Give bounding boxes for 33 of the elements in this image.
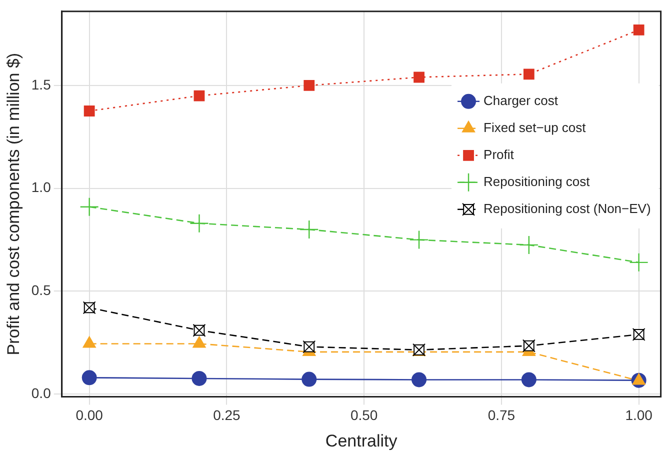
point bbox=[192, 370, 207, 386]
x-axis-title: Centrality bbox=[325, 431, 398, 450]
point bbox=[409, 230, 429, 250]
point bbox=[412, 372, 427, 388]
legend-label: Charger cost bbox=[484, 92, 558, 108]
y-tick-label: 1.5 bbox=[31, 76, 52, 92]
point bbox=[633, 24, 644, 36]
x-tick-label: 0.00 bbox=[76, 407, 104, 424]
x-tick-label: 0.75 bbox=[488, 407, 516, 424]
point bbox=[190, 214, 209, 233]
legend-label: Repositioning cost (Non−EV) bbox=[484, 200, 651, 216]
point bbox=[80, 197, 99, 216]
x-tick-label: 1.00 bbox=[625, 407, 653, 424]
y-tick-label: 1.0 bbox=[31, 179, 52, 196]
point bbox=[300, 220, 319, 240]
legend-label: Fixed set−up cost bbox=[484, 120, 586, 135]
point bbox=[84, 106, 95, 116]
point bbox=[194, 90, 205, 102]
point bbox=[523, 68, 534, 80]
point bbox=[304, 80, 315, 91]
point bbox=[629, 252, 648, 272]
point bbox=[414, 72, 424, 83]
x-tick-label: 0.25 bbox=[213, 407, 241, 424]
legend-label: Repositioning cost bbox=[484, 174, 590, 189]
x-tick-label: 0.50 bbox=[350, 407, 378, 424]
point bbox=[82, 370, 97, 386]
legend-label: Profit bbox=[484, 146, 514, 162]
point bbox=[302, 372, 317, 387]
y-tick-label: 0.5 bbox=[31, 282, 52, 298]
point bbox=[521, 372, 536, 388]
y-tick-label: 0.0 bbox=[31, 384, 52, 401]
y-axis-title: Profit and cost components (in million $) bbox=[4, 52, 23, 356]
point bbox=[519, 235, 539, 255]
